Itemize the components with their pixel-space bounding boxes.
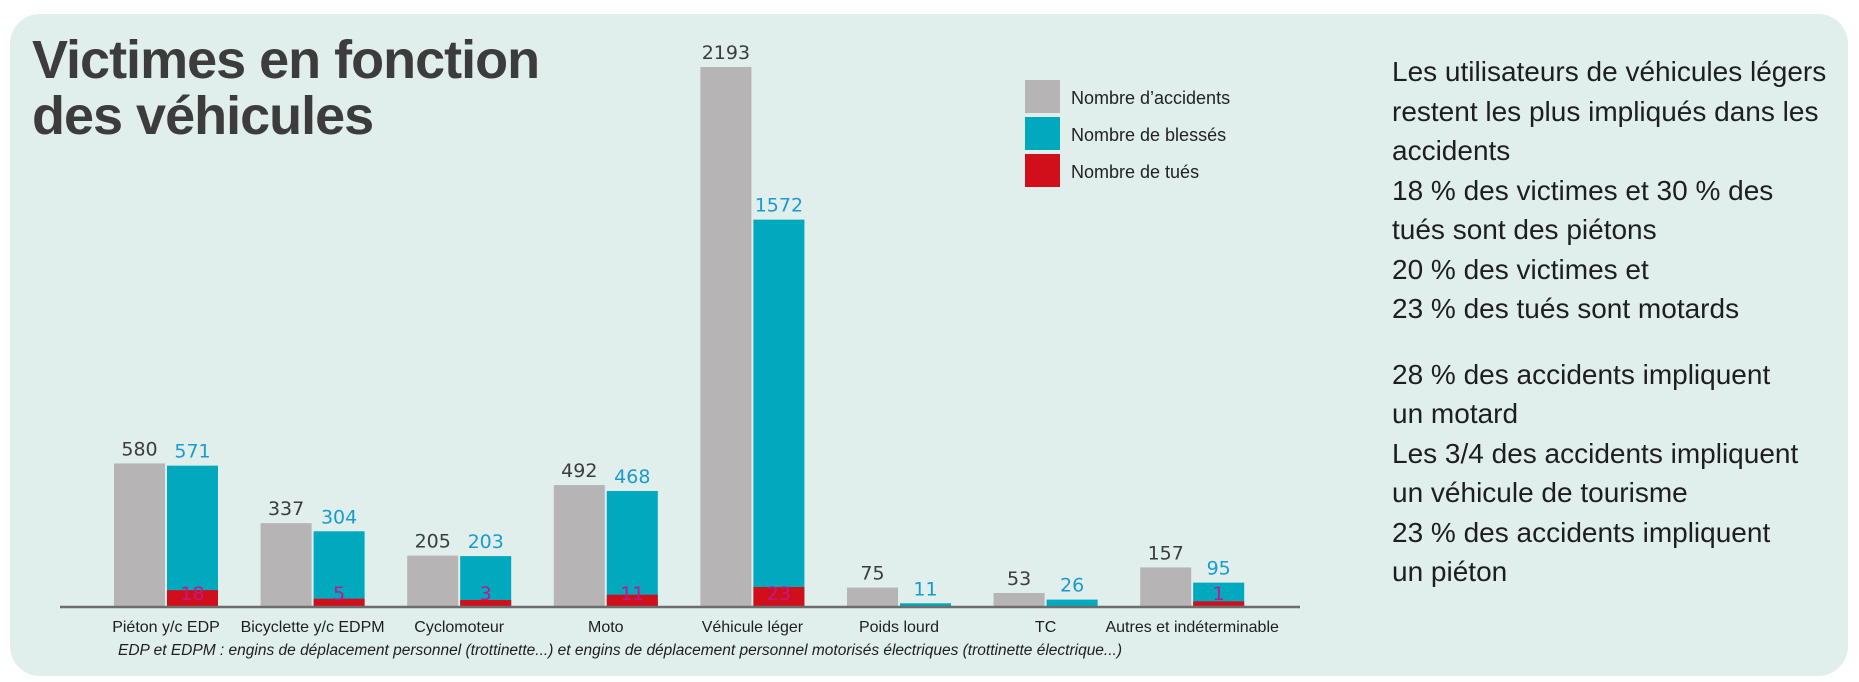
bar-accidents-tc xyxy=(993,592,1045,606)
bar-accidents-pieton-y-c-edp xyxy=(114,463,165,606)
paragraph-gap xyxy=(1392,329,1832,355)
bar-blesses-tc xyxy=(1046,599,1098,606)
bar-accidents-autres-et-indeterminable xyxy=(1140,567,1192,606)
value-label-tues: 5 xyxy=(333,583,345,605)
commentary-line: un motard xyxy=(1392,398,1519,429)
bar-accidents-poids-lourd xyxy=(847,587,898,606)
legend-swatch-blesses xyxy=(1025,117,1060,150)
legend-label-blesses: Nombre de blessés xyxy=(1071,125,1226,145)
bar-tues-cyclomoteur xyxy=(460,600,512,606)
category-label-autres-et-indeterminable: Autres et indéterminable xyxy=(1105,619,1279,636)
bar-accidents-cyclomoteur xyxy=(407,555,459,606)
value-label-tues: 18 xyxy=(180,583,204,605)
bars-layer xyxy=(114,67,1245,606)
commentary-line: 23 % des accidents impliquent xyxy=(1392,516,1771,548)
value-label-blesses: 1572 xyxy=(755,195,803,217)
value-label-tues: 1 xyxy=(1213,583,1225,605)
bar-accidents-vehicule-leger xyxy=(700,67,752,606)
value-label-accidents: 580 xyxy=(121,438,157,460)
commentary-line: accidents xyxy=(1392,135,1511,166)
title-line-1: Victimes en fonction xyxy=(32,30,540,90)
legend-label-accidents: Nombre d’accidents xyxy=(1071,88,1230,108)
commentary-line: restent les plus impliqués dans les xyxy=(1392,95,1819,127)
page-title: Victimes en fonction des véhicules xyxy=(32,30,540,146)
category-label-cyclomoteur: Cyclomoteur xyxy=(414,619,504,636)
commentary-line: 28 % des accidents impliquent xyxy=(1392,358,1771,390)
bar-tues-pieton-y-c-edp xyxy=(167,590,218,606)
commentary: Les utilisateurs de véhicules légers res… xyxy=(1392,52,1832,592)
value-label-blesses: 571 xyxy=(174,441,210,463)
value-label-tues: 11 xyxy=(620,583,644,605)
value-label-accidents: 75 xyxy=(860,563,884,585)
value-label-accidents: 337 xyxy=(268,498,304,520)
bar-tues-bicyclette-y-c-edpm xyxy=(313,598,365,606)
value-label-blesses: 304 xyxy=(321,506,357,528)
value-label-blesses: 203 xyxy=(468,531,504,553)
footnote: EDP et EDPM : engins de déplacement pers… xyxy=(118,642,1123,659)
legend-label-tues: Nombre de tués xyxy=(1071,162,1199,182)
bar-tues-vehicule-leger xyxy=(753,587,805,606)
value-label-accidents: 53 xyxy=(1007,568,1031,590)
bar-blesses-moto xyxy=(606,490,658,606)
bar-blesses-pieton-y-c-edp xyxy=(167,465,218,606)
commentary-line: Les utilisateurs de véhicules légers xyxy=(1392,56,1827,87)
category-label-bicyclette-y-c-edpm: Bicyclette y/c EDPM xyxy=(241,619,385,636)
commentary-line: Les 3/4 des accidents impliquent xyxy=(1392,437,1799,469)
legend-swatch-accidents xyxy=(1025,80,1060,113)
commentary-line: 20 % des victimes et xyxy=(1392,253,1649,285)
value-label-blesses: 26 xyxy=(1060,575,1084,597)
bar-blesses-cyclomoteur xyxy=(460,556,512,606)
commentary-line: tués sont des piétons xyxy=(1392,214,1657,245)
labels-layer: 580 571 18 Piéton y/c EDP 337 304 5 Bicyclette … xyxy=(112,42,1279,636)
commentary-line: 23 % des tués sont motards xyxy=(1392,293,1740,324)
chart-legend: Nombre d’accidents Nombre de blessés Nom… xyxy=(1025,80,1230,187)
value-label-blesses: 468 xyxy=(614,466,650,488)
value-label-blesses: 95 xyxy=(1207,558,1231,580)
commentary-line: un véhicule de tourisme xyxy=(1392,477,1688,508)
value-label-accidents: 2193 xyxy=(702,42,750,64)
value-label-tues: 3 xyxy=(480,583,492,605)
value-label-blesses: 11 xyxy=(913,578,937,600)
value-label-accidents: 492 xyxy=(561,460,597,482)
category-label-poids-lourd: Poids lourd xyxy=(859,619,939,636)
title-line-2: des véhicules xyxy=(32,86,374,146)
legend-swatch-tues xyxy=(1025,154,1060,187)
bar-accidents-bicyclette-y-c-edpm xyxy=(260,523,312,606)
value-label-accidents: 205 xyxy=(415,531,451,553)
category-label-vehicule-leger: Véhicule léger xyxy=(702,619,804,636)
commentary-line: un piéton xyxy=(1392,556,1508,587)
bar-tues-autres-et-indeterminable xyxy=(1193,601,1245,606)
commentary-line: 18 % des victimes et 30 % des xyxy=(1392,174,1774,206)
bar-blesses-vehicule-leger xyxy=(753,219,805,606)
bar-blesses-autres-et-indeterminable xyxy=(1193,582,1245,606)
value-label-tues: 23 xyxy=(767,583,791,605)
category-label-pieton-y-c-edp: Piéton y/c EDP xyxy=(112,619,220,636)
bar-tues-moto xyxy=(606,594,658,606)
bar-accidents-moto xyxy=(553,485,605,606)
category-label-moto: Moto xyxy=(588,619,624,636)
bar-blesses-bicyclette-y-c-edpm xyxy=(313,531,365,606)
bar-blesses-poids-lourd xyxy=(900,603,951,606)
value-label-accidents: 157 xyxy=(1148,542,1184,564)
category-label-tc: TC xyxy=(1035,619,1056,636)
